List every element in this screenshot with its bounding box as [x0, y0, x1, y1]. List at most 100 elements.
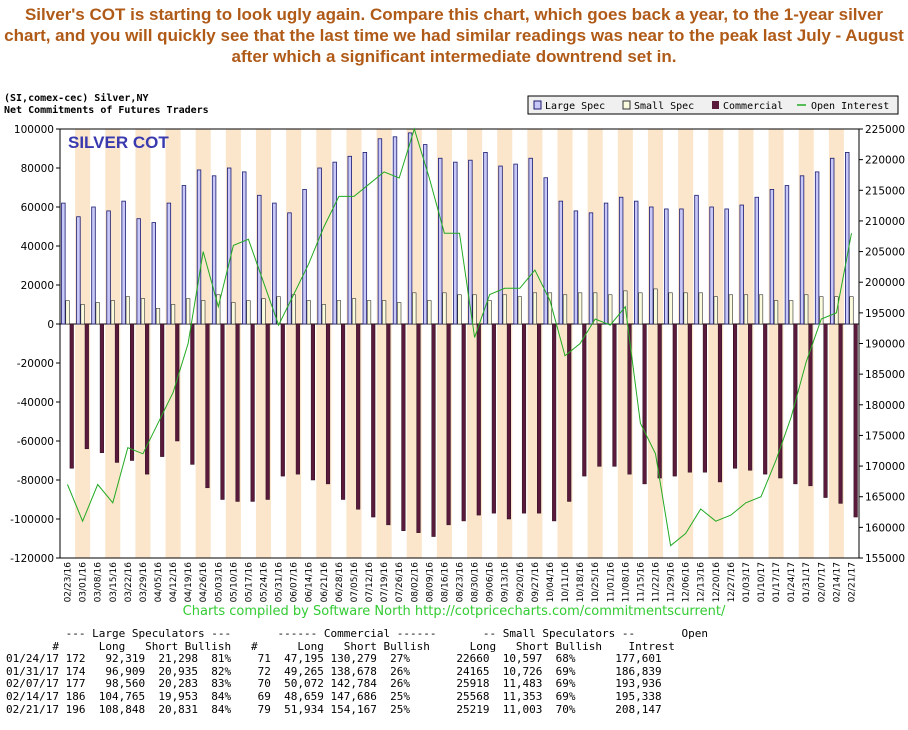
- x-tick-label: 10/25/16: [591, 562, 601, 603]
- small-spec-bar: [351, 298, 357, 325]
- large-spec-bar: [679, 208, 684, 325]
- legend-swatch-small-spec: [622, 100, 631, 110]
- large-spec-bar: [136, 218, 141, 325]
- small-spec-bar: [170, 304, 176, 325]
- commercial-bar: [84, 323, 89, 450]
- small-spec-bar: [397, 302, 402, 325]
- large-spec-bar: [513, 163, 518, 325]
- small-spec-bar: [728, 294, 733, 325]
- small-spec-bar: [502, 294, 507, 325]
- commercial-bar: [160, 323, 165, 457]
- right-tick-label: 190000: [865, 339, 905, 351]
- large-spec-bar: [226, 167, 232, 325]
- large-spec-bar: [694, 194, 699, 325]
- x-tick-label: 07/26/16: [395, 562, 405, 603]
- commercial-bar: [612, 323, 617, 467]
- large-spec-bar: [814, 171, 820, 325]
- small-spec-bar: [110, 300, 115, 325]
- large-spec-bar: [845, 151, 850, 325]
- commercial-bar: [175, 323, 180, 442]
- x-tick-label: 11/29/16: [667, 562, 677, 603]
- x-tick-label: 05/24/16: [260, 562, 270, 603]
- left-tick-label: -20000: [17, 358, 54, 370]
- legend-box: Large Spec Small Spec Commercial Open In…: [527, 95, 899, 115]
- large-spec-bar: [664, 208, 669, 325]
- x-tick-label: 06/28/16: [335, 562, 345, 603]
- large-spec-bar: [196, 169, 202, 325]
- x-tick-label: 09/06/16: [486, 562, 496, 603]
- x-tick-label: 01/03/17: [742, 562, 752, 602]
- commercial-bar: [235, 323, 240, 502]
- commercial-bar: [627, 323, 632, 475]
- left-tick-label: 100000: [14, 124, 54, 136]
- x-tick-label: 08/02/16: [410, 562, 420, 603]
- large-spec-bar: [468, 159, 473, 325]
- commercial-bar: [823, 323, 828, 498]
- small-spec-bar: [427, 300, 432, 325]
- right-tick-label: 170000: [865, 461, 905, 473]
- commercial-bar: [733, 323, 738, 469]
- x-tick-label: 06/14/16: [305, 562, 315, 603]
- commercial-bar: [582, 323, 587, 477]
- large-spec-bar: [106, 210, 111, 325]
- x-tick-label: 03/15/16: [109, 562, 119, 603]
- bar-series: [61, 132, 858, 537]
- commercial-bar: [808, 323, 813, 487]
- large-spec-bar: [709, 206, 714, 325]
- commercial-bar: [461, 323, 466, 522]
- right-tick-label: 205000: [865, 247, 905, 259]
- large-spec-bar: [799, 175, 805, 325]
- large-spec-bar: [438, 157, 443, 325]
- x-tick-label: 10/18/16: [576, 562, 586, 603]
- commercial-bar: [748, 323, 753, 471]
- left-tick-label: 0: [47, 319, 54, 331]
- large-spec-bar: [588, 212, 594, 325]
- commercial-bar: [250, 323, 255, 502]
- small-spec-bar: [804, 294, 809, 325]
- x-tick-label: 07/05/16: [350, 562, 360, 603]
- commercial-bar: [717, 323, 723, 483]
- x-tick-label: 05/10/16: [229, 562, 239, 603]
- large-spec-bar: [543, 177, 548, 325]
- large-spec-bar: [287, 212, 292, 325]
- x-tick-label: 05/03/16: [214, 562, 224, 603]
- small-spec-bar: [261, 298, 266, 325]
- large-spec-bar: [407, 132, 413, 325]
- table-row: 01/24/17 172 92,319 21,298 81% 71 47,195…: [6, 652, 662, 666]
- commercial-bar: [793, 323, 798, 485]
- small-spec-bar: [593, 292, 598, 325]
- small-spec-bar: [472, 294, 477, 325]
- small-spec-bar: [186, 298, 191, 325]
- small-spec-bar: [155, 308, 161, 325]
- legend-swatch-commercial: [712, 101, 719, 109]
- x-tick-label: 02/07/17: [817, 562, 827, 602]
- commercial-bar: [356, 323, 361, 510]
- commercial-bar: [597, 323, 602, 467]
- x-tick-label: 03/29/16: [139, 562, 149, 603]
- small-spec-bar: [578, 292, 583, 325]
- x-tick-label: 05/17/16: [244, 562, 254, 603]
- large-spec-bar: [166, 202, 172, 325]
- x-tick-label: 11/22/16: [651, 562, 661, 603]
- left-tick-label: -60000: [17, 436, 54, 448]
- legend-swatch-large-spec: [533, 100, 542, 110]
- small-spec-bar: [683, 292, 688, 325]
- legend-label-open-interest: Open Interest: [811, 101, 889, 112]
- large-spec-bar: [618, 196, 624, 325]
- small-spec-bar: [532, 292, 537, 325]
- small-spec-bar: [321, 304, 326, 325]
- x-tick-label: 02/21/17: [847, 562, 857, 602]
- x-tick-label: 09/27/16: [531, 562, 541, 603]
- right-tick-label: 210000: [865, 216, 905, 228]
- x-tick-label: 01/24/17: [787, 562, 797, 602]
- large-spec-bar: [272, 202, 277, 325]
- small-spec-bar: [276, 296, 281, 325]
- commercial-bar: [280, 323, 285, 477]
- commercial-bar: [657, 323, 662, 479]
- large-spec-bar: [829, 157, 835, 325]
- commercial-bar: [567, 323, 572, 502]
- commercial-bar: [431, 323, 436, 537]
- small-spec-bar: [562, 294, 568, 325]
- left-tick-label: -120000: [10, 553, 54, 565]
- table-row: 02/07/17 177 98,560 20,283 83% 70 50,072…: [6, 677, 662, 691]
